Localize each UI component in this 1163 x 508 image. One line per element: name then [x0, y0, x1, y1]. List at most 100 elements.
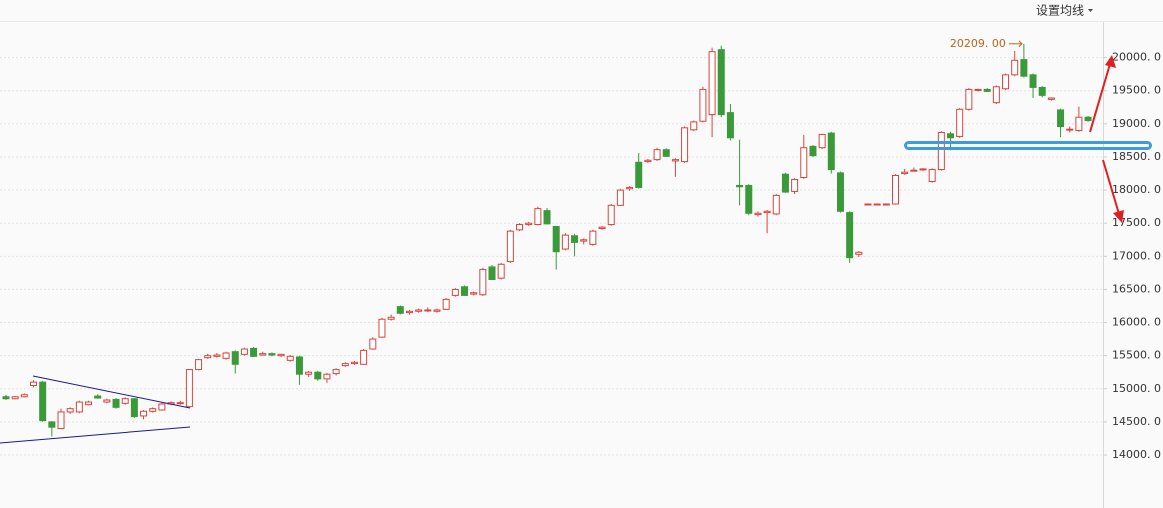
candle-body	[607, 204, 615, 226]
y-tick-label: 17000. 0	[1112, 249, 1161, 262]
candle-body	[94, 395, 102, 399]
candle-body	[323, 373, 331, 380]
max-marker-head	[1018, 40, 1023, 48]
candle-body	[341, 363, 349, 367]
candle-body	[1011, 59, 1019, 76]
candle-body	[525, 222, 533, 226]
arrow-head	[1105, 55, 1116, 68]
candle-body	[846, 212, 854, 259]
arrow-down	[1102, 159, 1120, 215]
candle-body	[745, 184, 753, 214]
candle-body	[772, 194, 780, 215]
candle-body	[415, 309, 423, 312]
candle-body	[75, 401, 83, 413]
candle-body	[708, 51, 716, 116]
candle-body	[231, 351, 239, 365]
candle-body	[103, 399, 111, 403]
candle-body	[424, 309, 432, 312]
candle-body	[818, 133, 826, 149]
candle-body	[1002, 74, 1010, 90]
candle-body	[451, 288, 459, 296]
candle-body	[1029, 74, 1037, 88]
candle-body	[947, 133, 955, 139]
candle-body	[992, 86, 1000, 104]
candle-body	[112, 398, 120, 408]
candle-body	[882, 203, 890, 206]
candle-body	[717, 49, 725, 116]
candle-body	[360, 349, 368, 365]
candle-body	[1057, 109, 1065, 128]
candle-body	[277, 353, 285, 357]
candle-body	[662, 149, 670, 157]
candle-body	[442, 298, 450, 310]
candle-body	[681, 127, 689, 163]
candle-body	[571, 235, 579, 243]
candle-body	[690, 121, 698, 131]
candle-body	[552, 226, 560, 253]
candle-body	[653, 149, 661, 161]
candle-body	[405, 310, 413, 314]
candle-body	[305, 371, 313, 375]
candle-body	[561, 234, 569, 250]
candle-body	[2, 396, 10, 400]
candle-body	[259, 353, 267, 356]
candle-body	[910, 169, 918, 172]
y-tick-label: 14000. 0	[1112, 448, 1161, 461]
candle-body	[736, 184, 744, 188]
y-tick-label: 14500. 0	[1112, 415, 1161, 428]
candle-body	[130, 398, 138, 418]
candle-body	[66, 408, 74, 413]
candle-body	[791, 178, 799, 192]
candle-body	[149, 408, 157, 412]
candle-body	[671, 159, 679, 162]
candle-body	[433, 309, 441, 312]
toolbar-button[interactable]: 设置均线	[1036, 4, 1084, 18]
candle-body	[534, 208, 542, 226]
candle-body	[369, 338, 377, 350]
candle-body	[616, 189, 624, 206]
candle-body	[268, 353, 276, 356]
candle-body	[378, 318, 386, 338]
candle-body	[1066, 128, 1074, 131]
candle-body	[763, 210, 771, 214]
candle-body	[644, 159, 652, 163]
candle-body	[580, 239, 588, 242]
candle-body	[956, 108, 964, 137]
y-tick-label: 15000. 0	[1112, 382, 1161, 395]
candle-body	[240, 348, 248, 355]
candle-body	[20, 394, 28, 398]
candle-body	[855, 251, 863, 255]
candle-body	[1038, 86, 1046, 96]
candle-body	[635, 161, 643, 188]
dropdown-caret	[1088, 9, 1093, 12]
candle-body	[470, 292, 478, 295]
trend-line	[32, 375, 191, 409]
candle-body	[314, 371, 322, 380]
y-tick-label: 17500. 0	[1112, 216, 1161, 229]
candle-body	[121, 398, 129, 404]
candle-body	[57, 411, 65, 430]
candle-body	[589, 230, 597, 245]
max-label: 20209. 00	[950, 37, 1006, 50]
candle-body	[48, 421, 56, 428]
candle-body	[965, 88, 973, 110]
candle-body	[506, 230, 514, 263]
candle-body	[176, 402, 184, 405]
candle-body	[516, 224, 524, 231]
candle-body	[479, 269, 487, 296]
candle-body	[1047, 97, 1055, 100]
y-tick-label: 19000. 0	[1112, 117, 1161, 130]
toolbar[interactable]: 设置均线	[1036, 4, 1093, 18]
candle-body	[387, 316, 395, 320]
candle-body	[827, 132, 835, 171]
candle-body	[332, 369, 340, 375]
candle-body	[250, 347, 258, 357]
arrow-up	[1089, 63, 1111, 133]
candle-body	[1084, 116, 1092, 122]
candle-body	[85, 401, 93, 406]
candle-body	[873, 203, 881, 206]
candle-body	[204, 355, 212, 359]
candle-body	[901, 171, 909, 175]
candle-body	[39, 381, 47, 422]
